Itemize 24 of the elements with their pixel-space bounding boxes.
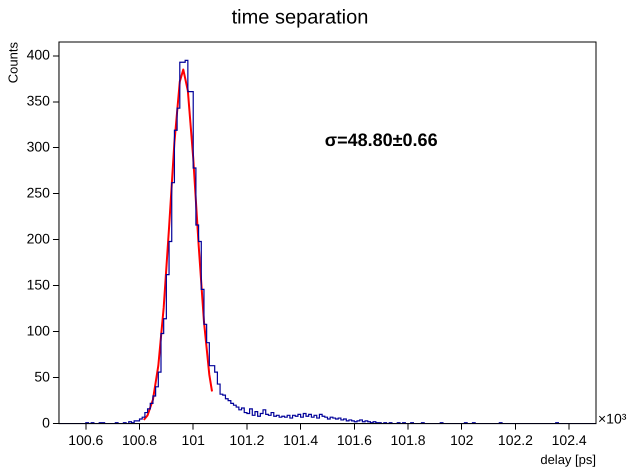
y-axis-title: Counts <box>5 42 20 84</box>
y-tick-label: 300 <box>26 138 50 155</box>
x-tick-label: 102 <box>450 432 474 448</box>
x-tick-label: 100.8 <box>122 432 158 448</box>
x-tick-label: 101 <box>182 432 206 448</box>
x-tick-label: 101.2 <box>229 432 265 448</box>
y-tick-label: 250 <box>26 184 50 201</box>
text: ×10³ <box>598 410 627 426</box>
x-tick-label: 100.6 <box>68 432 104 448</box>
x-axis-title: delay [ps] <box>540 452 596 467</box>
y-tick-label: 200 <box>26 230 50 247</box>
x-tick-label: 101.8 <box>390 432 426 448</box>
y-tick-label: 0 <box>42 414 50 430</box>
x-tick-label: 101.6 <box>336 432 372 448</box>
x-tick-label: 102.4 <box>552 432 587 448</box>
y-tick-label: 100 <box>26 322 50 339</box>
x-tick-label: 102.2 <box>498 432 534 448</box>
x-tick-label: 101.4 <box>283 432 318 448</box>
y-tick-label: 400 <box>26 46 50 63</box>
y-tick-label: 50 <box>34 368 50 384</box>
y-tick-label: 350 <box>26 92 50 109</box>
y-tick-label: 150 <box>26 276 50 293</box>
chart-title: time separation <box>232 6 368 29</box>
annotation: σ=48.80±0.66 <box>324 130 438 150</box>
